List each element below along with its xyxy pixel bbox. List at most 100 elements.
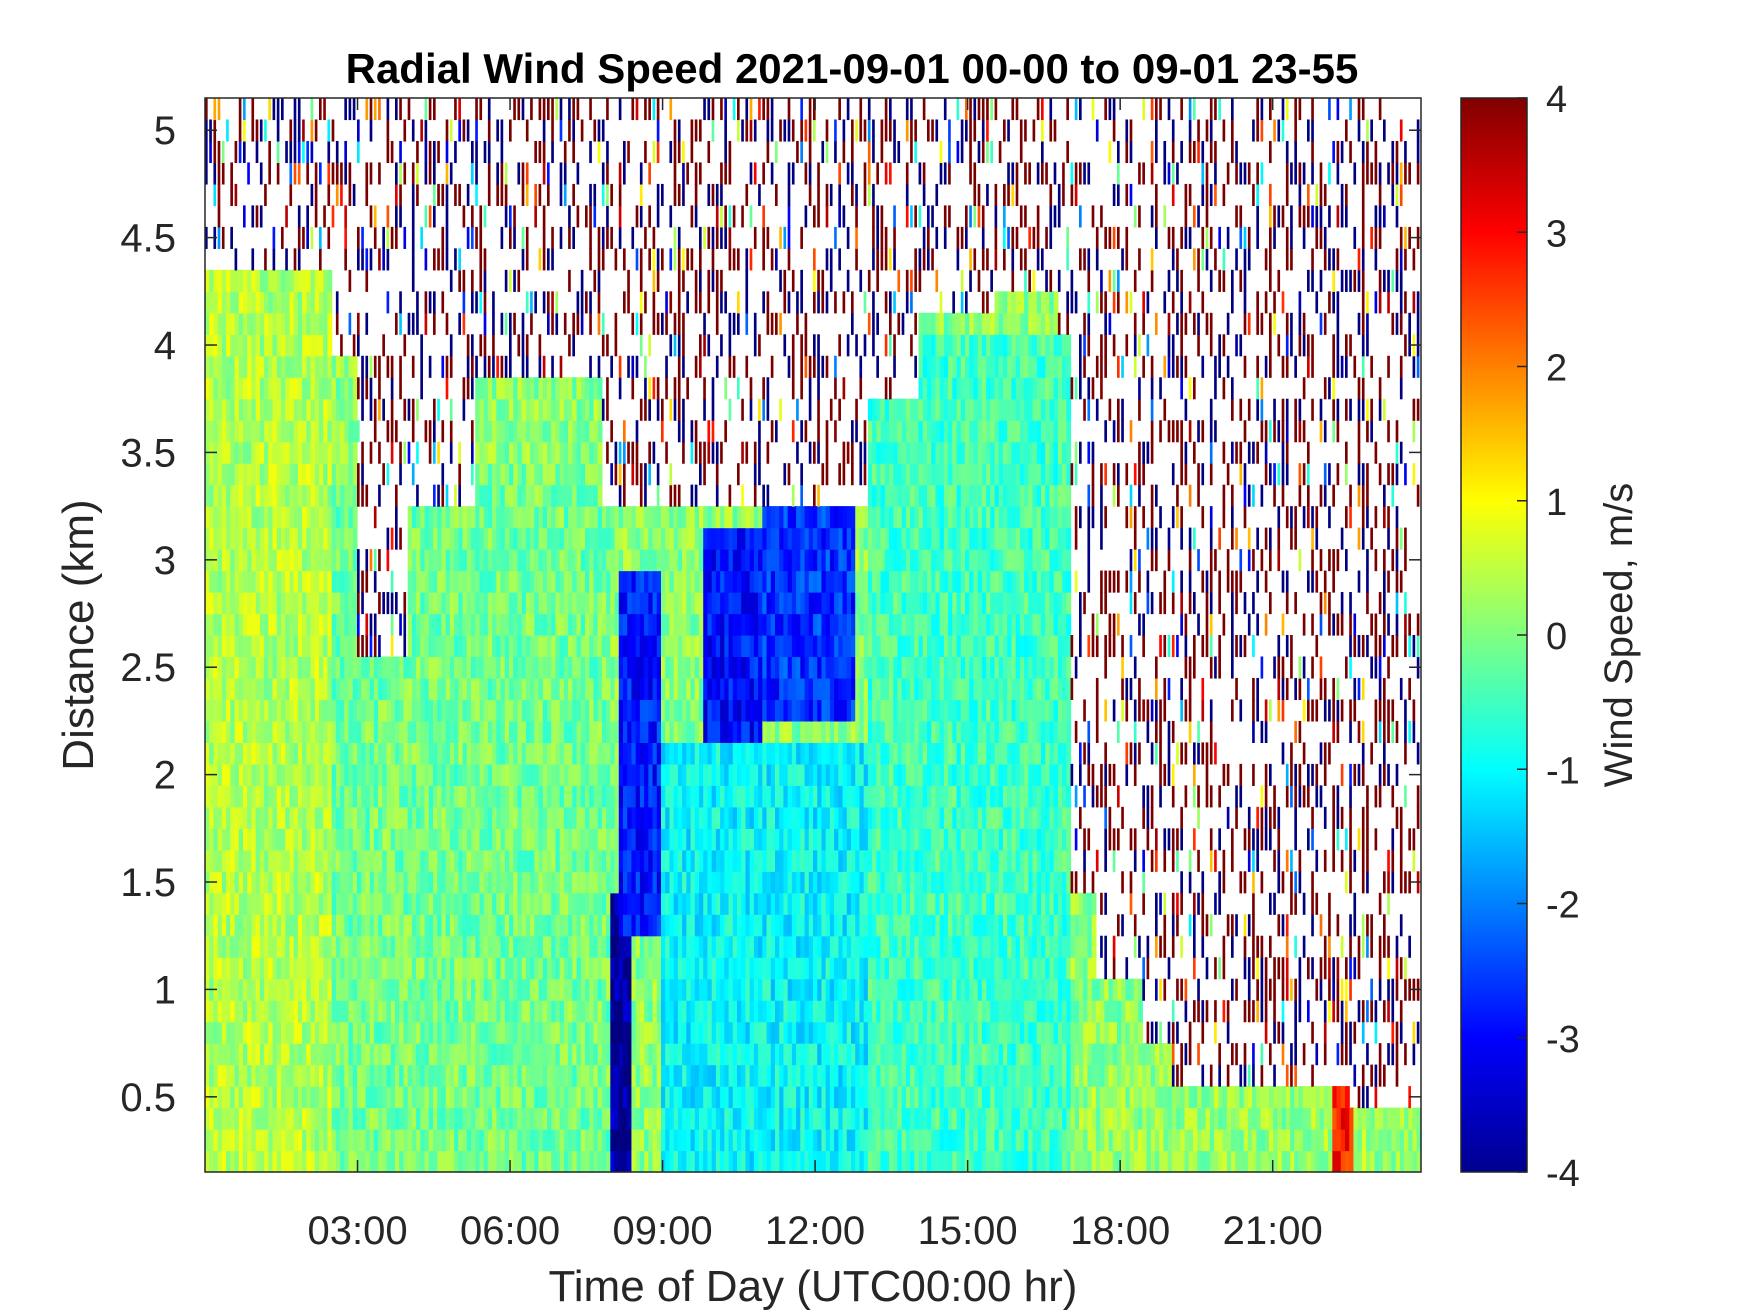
heatmap-cell: [272, 269, 278, 292]
heatmap-cell: [538, 677, 544, 701]
heatmap-cell: [319, 506, 324, 529]
heatmap-cell: [449, 506, 455, 529]
heatmap-cell: [475, 785, 481, 808]
heatmap-cell: [395, 892, 400, 915]
heatmap-cell: [403, 1086, 409, 1109]
heatmap-cell: [259, 763, 265, 786]
heatmap-cell: [504, 720, 510, 743]
heatmap-cell: [323, 1064, 329, 1087]
noise-cell: [433, 441, 436, 464]
heatmap-cell: [297, 635, 303, 658]
heatmap-cell: [310, 763, 316, 786]
heatmap-cell: [302, 527, 307, 550]
heatmap-cell: [475, 527, 481, 550]
heatmap-cell: [209, 1043, 215, 1066]
heatmap-cell: [344, 549, 350, 572]
heatmap-cell: [306, 269, 312, 292]
heatmap-cell: [682, 1064, 687, 1087]
heatmap-cell: [255, 1129, 261, 1152]
noise-cell: [428, 98, 432, 121]
heatmap-cell: [323, 957, 329, 980]
noise-cell: [475, 355, 478, 378]
heatmap-cell: [411, 849, 417, 872]
heatmap-cell: [466, 1000, 472, 1023]
heatmap-cell: [230, 355, 236, 378]
heatmap-cell: [547, 570, 552, 593]
heatmap-cell: [340, 871, 345, 894]
heatmap-cell: [306, 484, 312, 507]
heatmap-cell: [251, 699, 257, 722]
heatmap-cell: [589, 463, 595, 486]
heatmap-cell: [661, 957, 666, 980]
heatmap-cell: [352, 549, 358, 572]
heatmap-cell: [711, 1129, 717, 1152]
heatmap-cell: [677, 613, 683, 636]
heatmap-cell: [487, 699, 493, 722]
heatmap-cell: [677, 527, 683, 550]
heatmap-cell: [500, 463, 506, 486]
heatmap-cell: [547, 506, 552, 529]
heatmap-cell: [652, 570, 658, 593]
heatmap-cell: [209, 613, 215, 636]
heatmap-cell: [226, 635, 231, 658]
noise-cell: [513, 98, 516, 121]
noise-cell: [504, 312, 508, 335]
heatmap-cell: [276, 656, 282, 679]
heatmap-cell: [500, 720, 506, 743]
heatmap-cell: [361, 1086, 367, 1109]
heatmap-cell: [348, 613, 354, 636]
heatmap-cell: [639, 892, 645, 915]
heatmap-cell: [572, 1150, 578, 1173]
noise-cell: [373, 98, 377, 121]
noise-cell: [369, 248, 373, 271]
heatmap-cell: [344, 871, 350, 894]
heatmap-cell: [487, 677, 493, 701]
heatmap-cell: [466, 957, 472, 980]
heatmap-cell: [352, 441, 358, 464]
heatmap-cell: [319, 463, 324, 486]
noise-cell: [369, 205, 373, 228]
heatmap-cell: [230, 1086, 236, 1109]
noise-cell: [462, 291, 466, 314]
heatmap-cell: [259, 742, 265, 765]
heatmap-cell: [487, 742, 493, 765]
heatmap-cell: [471, 806, 476, 829]
heatmap-cell: [247, 849, 253, 872]
heatmap-cell: [365, 871, 371, 894]
heatmap-cell: [251, 355, 257, 378]
heatmap-cell: [306, 785, 312, 808]
heatmap-cell: [361, 828, 367, 851]
heatmap-cell: [479, 592, 485, 615]
heatmap-cell: [420, 592, 426, 615]
heatmap-cell: [618, 720, 624, 743]
heatmap-cell: [631, 828, 637, 851]
heatmap-cell: [209, 806, 215, 829]
heatmap-cell: [319, 484, 324, 507]
heatmap-cell: [449, 592, 455, 615]
heatmap-cell: [618, 635, 624, 658]
noise-cell: [424, 119, 428, 142]
heatmap-cell: [699, 957, 704, 980]
heatmap-cell: [323, 1107, 329, 1130]
heatmap-cell: [221, 871, 227, 894]
heatmap-cell: [268, 312, 274, 335]
heatmap-cell: [226, 720, 231, 743]
heatmap-cell: [547, 1086, 552, 1109]
heatmap-cell: [551, 635, 557, 658]
heatmap-cell: [209, 742, 215, 765]
heatmap-cell: [382, 1064, 388, 1087]
noise-cell: [217, 205, 221, 228]
heatmap-cell: [466, 527, 472, 550]
heatmap-cell: [323, 377, 329, 400]
heatmap-cell: [665, 527, 671, 550]
heatmap-cell: [348, 699, 354, 722]
heatmap-cell: [500, 441, 506, 464]
noise-cell: [449, 334, 453, 357]
heatmap-cell: [264, 871, 269, 894]
heatmap-cell: [264, 1086, 269, 1109]
noise-cell: [420, 119, 423, 142]
heatmap-cell: [268, 806, 274, 829]
heatmap-cell: [648, 1000, 654, 1023]
heatmap-cell: [585, 720, 590, 743]
heatmap-cell: [682, 892, 687, 915]
